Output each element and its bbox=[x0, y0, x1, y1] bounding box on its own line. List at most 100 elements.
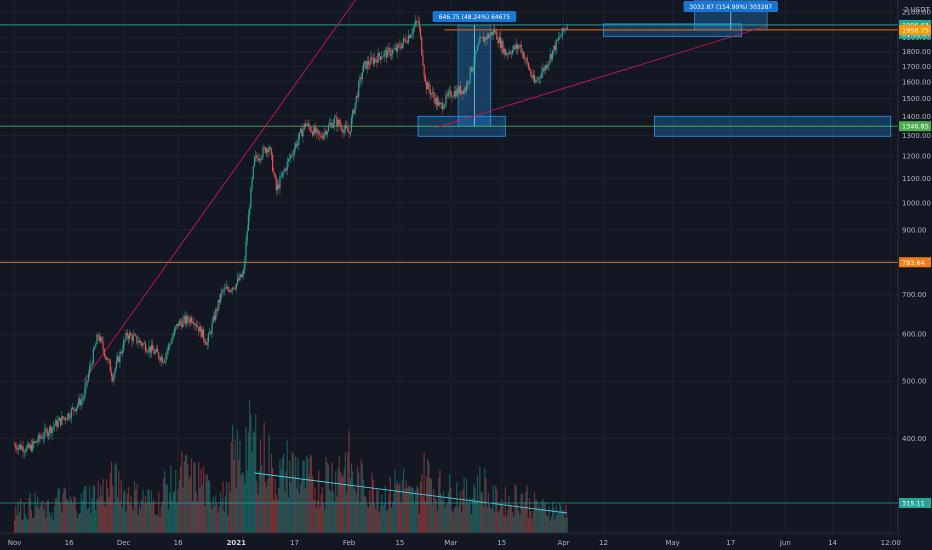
candle[interactable] bbox=[375, 58, 377, 60]
candle[interactable] bbox=[74, 409, 76, 412]
candle[interactable] bbox=[181, 322, 183, 328]
candle[interactable] bbox=[336, 117, 338, 127]
candle[interactable] bbox=[452, 96, 454, 98]
candle[interactable] bbox=[38, 434, 40, 442]
candle[interactable] bbox=[366, 61, 368, 69]
candle[interactable] bbox=[344, 125, 346, 130]
candle[interactable] bbox=[428, 82, 430, 90]
candle[interactable] bbox=[474, 51, 476, 63]
candle[interactable] bbox=[495, 31, 497, 33]
candle[interactable] bbox=[329, 124, 331, 126]
candle[interactable] bbox=[119, 351, 121, 363]
candle[interactable] bbox=[337, 119, 339, 127]
candle[interactable] bbox=[127, 335, 130, 339]
candle[interactable] bbox=[423, 65, 425, 76]
candle[interactable] bbox=[239, 274, 241, 281]
candle[interactable] bbox=[50, 426, 52, 434]
candle[interactable] bbox=[440, 103, 442, 105]
candle[interactable] bbox=[405, 39, 407, 43]
candle[interactable] bbox=[395, 47, 397, 52]
candle[interactable] bbox=[287, 159, 290, 162]
candle[interactable] bbox=[148, 346, 150, 352]
candle[interactable] bbox=[322, 134, 325, 139]
candle[interactable] bbox=[498, 36, 500, 44]
candle[interactable] bbox=[532, 75, 534, 78]
candle[interactable] bbox=[152, 345, 154, 351]
candle[interactable] bbox=[53, 425, 56, 427]
candle[interactable] bbox=[533, 75, 536, 83]
candle[interactable] bbox=[257, 158, 259, 161]
candle[interactable] bbox=[467, 82, 469, 85]
candle[interactable] bbox=[207, 333, 210, 343]
candle[interactable] bbox=[267, 148, 269, 152]
candle[interactable] bbox=[318, 130, 320, 135]
candle[interactable] bbox=[20, 444, 22, 450]
candle[interactable] bbox=[195, 324, 197, 327]
candle[interactable] bbox=[565, 29, 567, 30]
candle[interactable] bbox=[210, 332, 212, 334]
candle[interactable] bbox=[91, 363, 93, 365]
candle[interactable] bbox=[205, 342, 207, 345]
candle[interactable] bbox=[303, 123, 305, 130]
candle[interactable] bbox=[464, 88, 466, 92]
candle[interactable] bbox=[226, 286, 228, 289]
candle[interactable] bbox=[559, 37, 561, 38]
candle[interactable] bbox=[379, 56, 382, 60]
candle[interactable] bbox=[79, 398, 81, 406]
candle[interactable] bbox=[372, 58, 374, 64]
candle[interactable] bbox=[510, 53, 513, 55]
candle[interactable] bbox=[224, 288, 227, 290]
candle[interactable] bbox=[384, 50, 386, 52]
candle[interactable] bbox=[72, 407, 74, 409]
candle[interactable] bbox=[399, 44, 401, 48]
candle[interactable] bbox=[23, 451, 25, 453]
volume-trendline[interactable] bbox=[254, 472, 568, 514]
candle[interactable] bbox=[306, 124, 308, 126]
candle[interactable] bbox=[218, 299, 220, 303]
candle[interactable] bbox=[360, 77, 362, 79]
candle[interactable] bbox=[531, 74, 533, 78]
candle[interactable] bbox=[310, 130, 313, 132]
candle[interactable] bbox=[292, 154, 294, 155]
candle[interactable] bbox=[120, 351, 122, 354]
candle[interactable] bbox=[187, 315, 189, 321]
candle[interactable] bbox=[521, 51, 523, 53]
candle[interactable] bbox=[430, 93, 433, 95]
candle[interactable] bbox=[470, 67, 473, 72]
candle[interactable] bbox=[394, 47, 396, 50]
candle[interactable] bbox=[139, 340, 142, 344]
candle[interactable] bbox=[132, 335, 134, 341]
candle[interactable] bbox=[291, 154, 293, 156]
candle[interactable] bbox=[449, 90, 451, 93]
candle[interactable] bbox=[558, 37, 560, 41]
candle[interactable] bbox=[345, 125, 348, 128]
candle[interactable] bbox=[87, 374, 90, 381]
candle[interactable] bbox=[421, 37, 423, 55]
candle[interactable] bbox=[462, 90, 464, 95]
candle[interactable] bbox=[222, 290, 224, 292]
candle[interactable] bbox=[188, 320, 190, 323]
candle[interactable] bbox=[56, 420, 58, 427]
candle[interactable] bbox=[227, 286, 229, 290]
candle[interactable] bbox=[202, 329, 205, 340]
candle[interactable] bbox=[326, 131, 328, 136]
candle[interactable] bbox=[473, 62, 475, 68]
candle[interactable] bbox=[398, 44, 400, 46]
candle[interactable] bbox=[278, 184, 280, 189]
candle[interactable] bbox=[465, 82, 468, 92]
trendline-0[interactable] bbox=[83, 0, 364, 382]
candle[interactable] bbox=[172, 334, 174, 339]
candle[interactable] bbox=[186, 315, 188, 324]
candle[interactable] bbox=[566, 26, 568, 30]
candle[interactable] bbox=[295, 143, 297, 149]
candle[interactable] bbox=[301, 129, 303, 137]
candle[interactable] bbox=[47, 432, 50, 436]
candle[interactable] bbox=[434, 97, 436, 105]
candle[interactable] bbox=[371, 57, 373, 59]
candle[interactable] bbox=[216, 309, 218, 311]
candle[interactable] bbox=[553, 45, 555, 51]
candle[interactable] bbox=[285, 168, 287, 171]
candle[interactable] bbox=[333, 117, 336, 124]
candle[interactable] bbox=[424, 75, 426, 82]
candle[interactable] bbox=[315, 128, 317, 133]
